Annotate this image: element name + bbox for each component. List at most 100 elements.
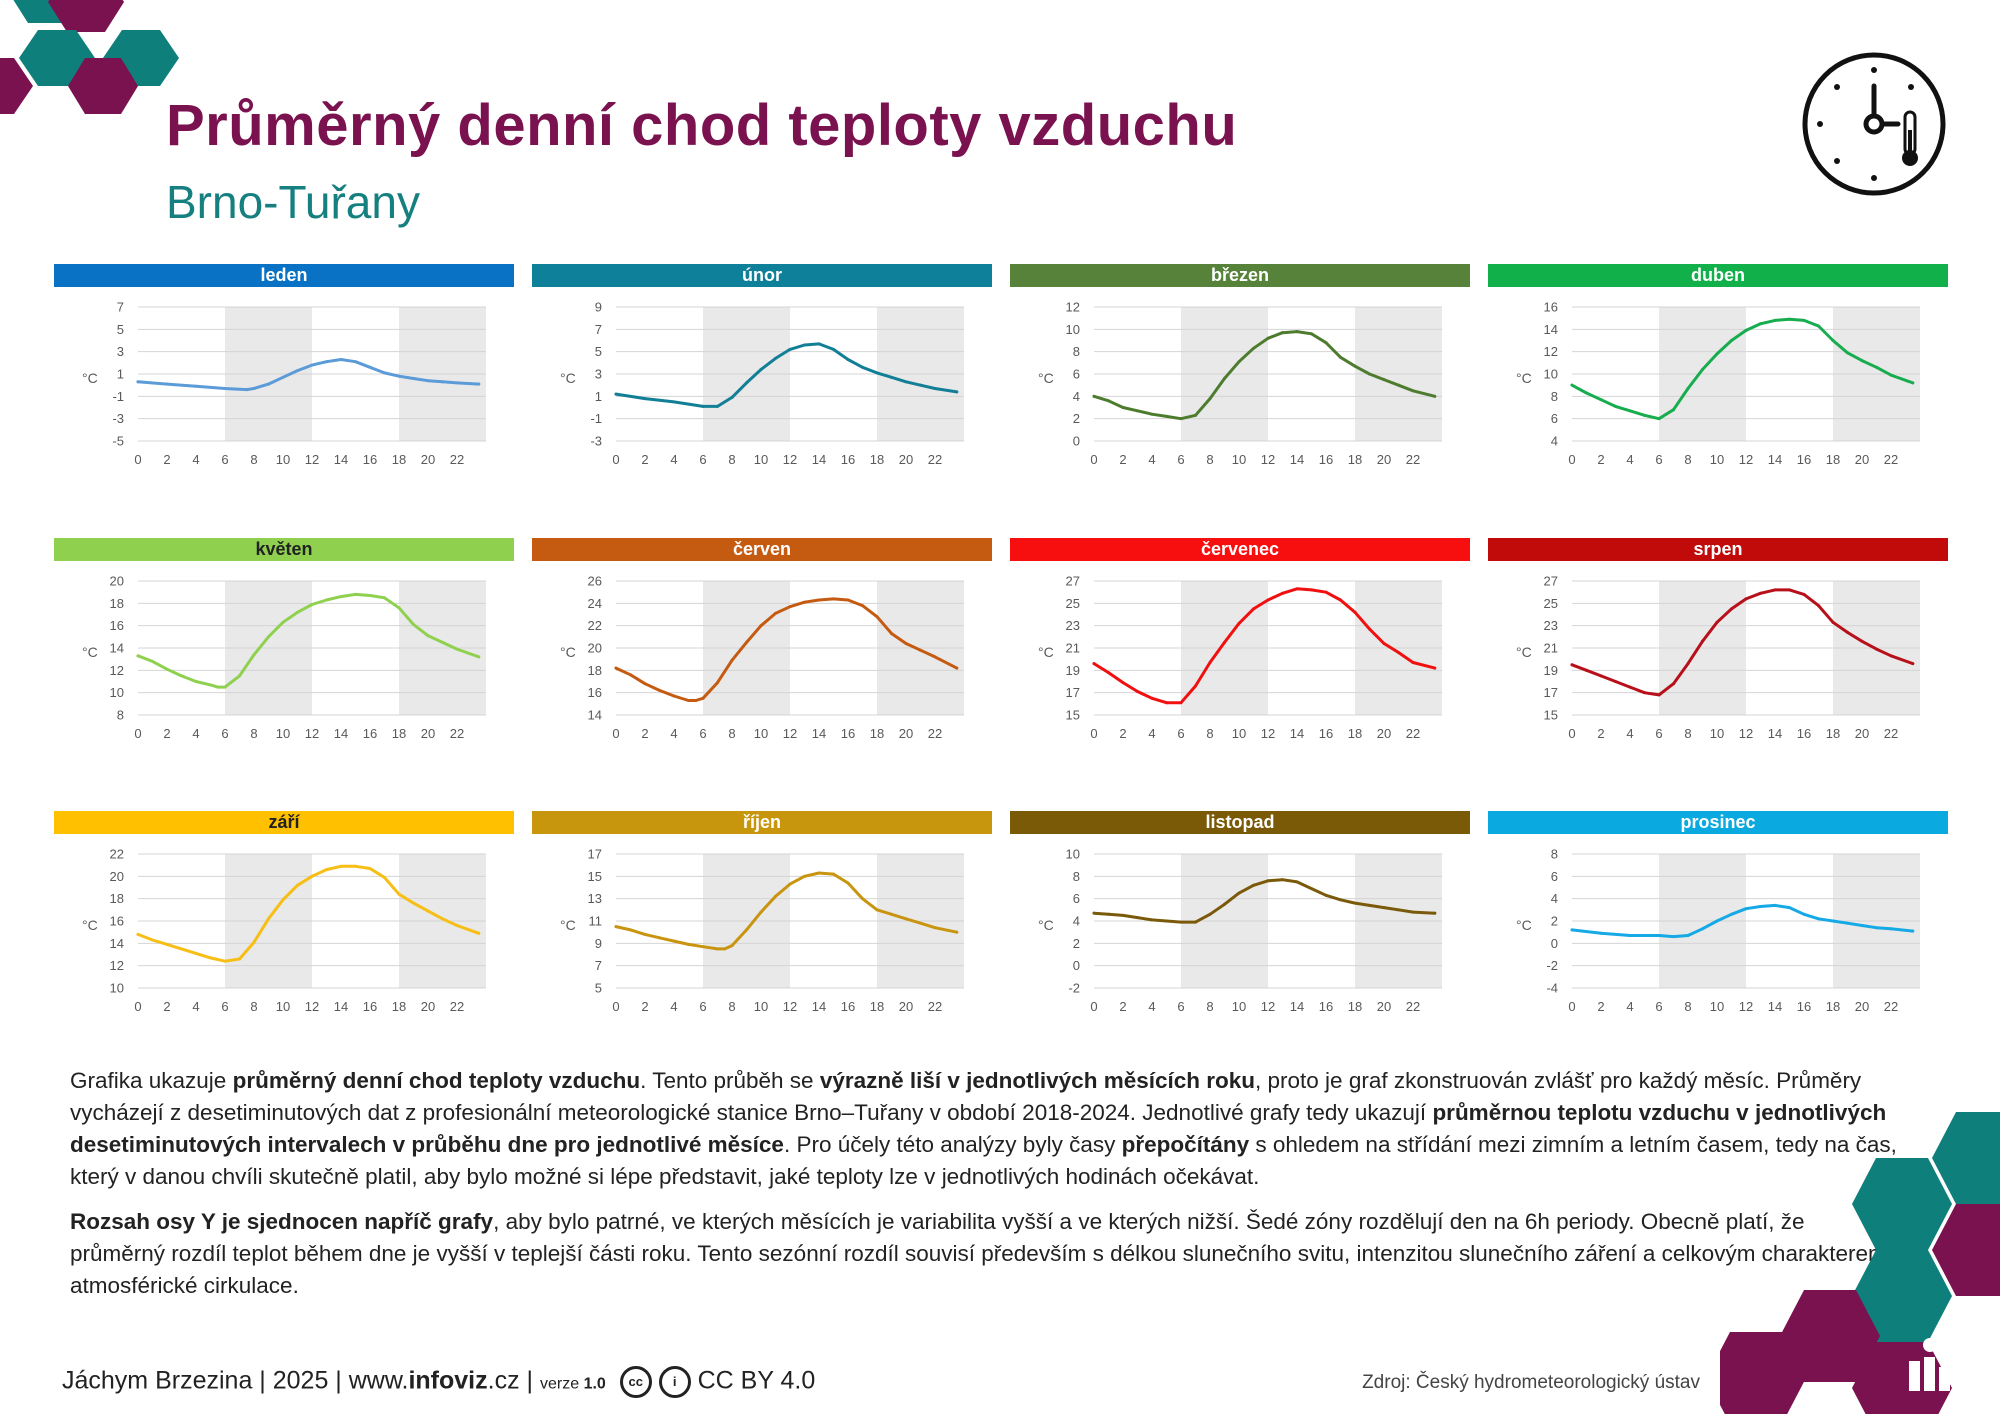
data-point [643, 682, 647, 686]
y-tick-label: 10 [1544, 367, 1558, 382]
y-tick-label: 16 [110, 618, 124, 633]
x-tick-label: 10 [276, 452, 290, 467]
y-tick-label: 8 [1073, 869, 1080, 884]
x-tick-label: 20 [899, 452, 913, 467]
y-tick-label: 20 [110, 574, 124, 589]
x-tick-label: 0 [612, 452, 619, 467]
data-point [759, 910, 763, 914]
y-axis-label: °C [1038, 370, 1054, 386]
x-tick-label: 8 [1206, 726, 1213, 741]
data-point [875, 371, 879, 375]
x-tick-label: 16 [841, 452, 855, 467]
data-point [1599, 931, 1603, 935]
x-tick-label: 12 [783, 726, 797, 741]
cc-icon: cc [619, 1366, 652, 1398]
x-tick-label: 22 [1884, 999, 1898, 1014]
data-point [1324, 893, 1328, 897]
data-point [368, 867, 372, 871]
y-tick-label: 4 [1551, 434, 1558, 449]
y-tick-label: 2 [1073, 411, 1080, 426]
x-tick-label: 4 [1626, 999, 1633, 1014]
data-point [325, 360, 328, 364]
x-tick-label: 20 [421, 726, 435, 741]
data-point [788, 605, 792, 609]
line-chart: 15 17 19 21 23 25 27 °C 0 2 4 6 8 10 12 14 16 18 20 22 [1038, 574, 1442, 741]
x-tick-label: 14 [334, 726, 348, 741]
data-point [1310, 332, 1313, 336]
x-tick-label: 12 [783, 452, 797, 467]
data-point [194, 384, 198, 388]
page-title: Průměrný denní chod teploty vzduchu [166, 93, 1238, 158]
y-tick-label: 20 [588, 641, 602, 656]
data-point [817, 342, 821, 346]
y-tick-label: 0 [1073, 958, 1080, 973]
x-tick-label: 12 [305, 452, 319, 467]
x-tick-label: 22 [928, 452, 942, 467]
y-tick-label: 6 [1551, 869, 1558, 884]
x-tick-label: 22 [1406, 452, 1420, 467]
data-point [441, 917, 444, 921]
y-tick-label: 0 [1551, 936, 1558, 951]
data-point [1237, 621, 1241, 625]
x-tick-label: 20 [421, 999, 435, 1014]
data-point [861, 604, 864, 608]
footer-license: CC BY 4.0 [697, 1366, 816, 1395]
data-point [1686, 662, 1690, 666]
y-tick-label: -1 [112, 389, 124, 404]
data-point [774, 611, 777, 615]
data-point [180, 947, 183, 951]
data-point [614, 666, 618, 670]
data-point [136, 380, 140, 384]
y-tick-label: -2 [1546, 958, 1558, 973]
x-tick-label: 10 [1232, 999, 1246, 1014]
y-tick-label: 10 [110, 685, 124, 700]
x-tick-label: 2 [1119, 726, 1126, 741]
y-tick-label: 10 [1066, 322, 1080, 337]
y-tick-label: 5 [595, 344, 602, 359]
data-point [1585, 668, 1588, 672]
y-tick-label: 18 [110, 891, 124, 906]
data-point [1860, 923, 1864, 927]
x-tick-label: 16 [841, 726, 855, 741]
chart-title: březen [1010, 264, 1470, 287]
data-point [136, 654, 140, 658]
description-text-segment: Grafika ukazuje [70, 1068, 233, 1093]
data-point [1701, 368, 1704, 372]
x-tick-label: 10 [1232, 452, 1246, 467]
data-point [1295, 587, 1299, 591]
x-tick-label: 20 [1377, 726, 1391, 741]
footer-site[interactable]: infoviz [408, 1366, 488, 1395]
x-tick-label: 20 [1377, 452, 1391, 467]
data-point [1433, 666, 1437, 670]
data-point [614, 925, 618, 929]
data-point [1237, 360, 1241, 364]
x-tick-label: 8 [250, 999, 257, 1014]
data-point [1310, 887, 1313, 891]
x-tick-label: 4 [670, 452, 677, 467]
x-tick-label: 8 [1206, 999, 1213, 1014]
line-chart: 8 10 12 14 16 18 20 °C 0 2 4 6 8 10 12 14 16 18 20 22 [82, 574, 486, 741]
chart-panel: srpen 15 17 19 21 23 25 27 °C 0 2 4 6 8 10 12 14 16 18 20 22 [1488, 538, 1948, 783]
clock-thermometer-icon [1802, 52, 1946, 196]
data-point [658, 688, 661, 692]
data-point [672, 694, 676, 698]
x-tick-label: 6 [1655, 999, 1662, 1014]
y-tick-label: 26 [588, 574, 602, 589]
x-tick-label: 10 [276, 726, 290, 741]
y-tick-label: 5 [595, 981, 602, 996]
data-point [1730, 912, 1733, 916]
data-point [1194, 684, 1197, 688]
data-point [1179, 417, 1183, 421]
data-point [1150, 918, 1154, 922]
y-tick-label: 7 [117, 300, 124, 315]
y-tick-label: 9 [595, 936, 602, 951]
data-point [136, 932, 140, 936]
y-tick-label: 12 [110, 958, 124, 973]
data-point [1846, 630, 1849, 634]
footer-author: Jáchym Brzezina | 2025 | www. [62, 1366, 409, 1395]
data-point [267, 917, 270, 921]
data-point [368, 594, 372, 598]
y-tick-label: 19 [1544, 663, 1558, 678]
data-point [455, 381, 459, 385]
data-point [1179, 701, 1183, 705]
